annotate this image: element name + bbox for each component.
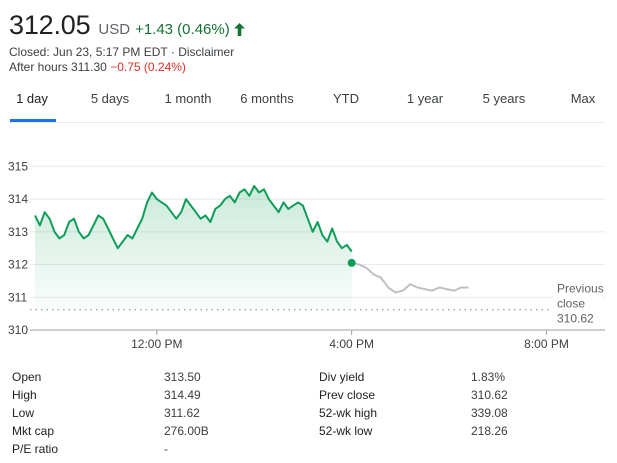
stat-value-div-yield: 1.83% <box>471 370 506 384</box>
price-row: 312.05 USD +1.43 (0.46%) <box>9 10 245 41</box>
current-price: 312.05 <box>9 10 91 40</box>
tab-6-months[interactable]: 6 months <box>240 91 294 106</box>
tab-5-years[interactable]: 5 years <box>482 91 526 106</box>
tab-ytd[interactable]: YTD <box>333 91 359 106</box>
tab-1-year[interactable]: 1 year <box>406 91 444 106</box>
y-tick-label: 310 <box>8 323 28 337</box>
stat-label-pe-ratio: P/E ratio <box>12 442 59 456</box>
y-tick-label: 311 <box>8 290 27 304</box>
quote-header: 312.05 USD +1.43 (0.46%) Closed: Jun 23,… <box>9 10 245 75</box>
stat-label-mkt-cap: Mkt cap <box>12 424 55 438</box>
y-tick-label: 314 <box>8 192 28 206</box>
stat-value-52wk-low: 218.26 <box>471 424 508 438</box>
after-hours: After hours 311.30 −0.75 (0.24%) <box>9 60 245 75</box>
tab-1-day[interactable]: 1 day <box>16 91 48 106</box>
stat-label-52wk-low: 52-wk low <box>319 424 373 438</box>
tab-max[interactable]: Max <box>570 91 596 106</box>
last-price-dot <box>347 258 356 267</box>
price-area-fill <box>35 186 352 310</box>
stat-label-prev-close: Prev close <box>319 388 376 402</box>
previous-close-label-line2: close <box>557 297 585 311</box>
after-hours-line <box>351 261 469 294</box>
y-tick-label: 313 <box>8 225 28 239</box>
stat-label-div-yield: Div yield <box>319 370 365 384</box>
after-hours-change: −0.75 (0.24%) <box>110 60 186 74</box>
stat-value-low: 311.62 <box>164 406 200 420</box>
after-hours-price: After hours 311.30 <box>9 60 107 74</box>
price-chart[interactable]: 315 314 313 312 311 310 Previous close 310.62 1… <box>0 140 617 360</box>
stat-label-high: High <box>12 388 37 402</box>
closed-time: Closed: Jun 23, 5:17 PM EDT <box>9 45 168 59</box>
x-tick-label: 8:00 PM <box>524 337 569 351</box>
previous-close-label-line1: Previous <box>557 282 604 296</box>
y-tick-label: 315 <box>8 159 28 173</box>
meta-separator: · <box>167 45 179 59</box>
stat-label-52wk-high: 52-wk high <box>319 406 378 420</box>
price-line <box>34 185 353 253</box>
stat-value-52wk-high: 339.08 <box>471 406 508 420</box>
y-tick-label: 312 <box>8 258 28 272</box>
tab-5-days[interactable]: 5 days <box>90 91 130 106</box>
stat-value-high: 314.49 <box>164 388 201 402</box>
previous-close-value: 310.62 <box>557 312 594 326</box>
tab-1-month[interactable]: 1 month <box>164 91 212 106</box>
previous-close-label-bg <box>553 281 603 328</box>
arrow-up-icon <box>233 23 245 41</box>
market-status: Closed: Jun 23, 5:17 PM EDT · Disclaimer <box>9 45 245 60</box>
stat-value-open: 313.50 <box>164 370 201 384</box>
price-change: +1.43 (0.46%) <box>135 21 230 38</box>
disclaimer-link[interactable]: Disclaimer <box>178 45 235 59</box>
stat-value-pe-ratio: - <box>164 442 168 456</box>
range-tabs: 1 day 5 days 1 month 6 months YTD 1 year… <box>10 84 605 123</box>
x-tick-label: 12:00 PM <box>131 337 182 351</box>
stat-label-open: Open <box>12 370 42 384</box>
stat-value-prev-close: 310.62 <box>471 388 508 402</box>
currency-code: USD <box>98 21 131 38</box>
x-tick-label: 4:00 PM <box>329 337 374 351</box>
stat-value-mkt-cap: 276.00B <box>164 424 209 438</box>
active-tab-indicator <box>10 119 56 122</box>
stat-label-low: Low <box>12 406 35 420</box>
